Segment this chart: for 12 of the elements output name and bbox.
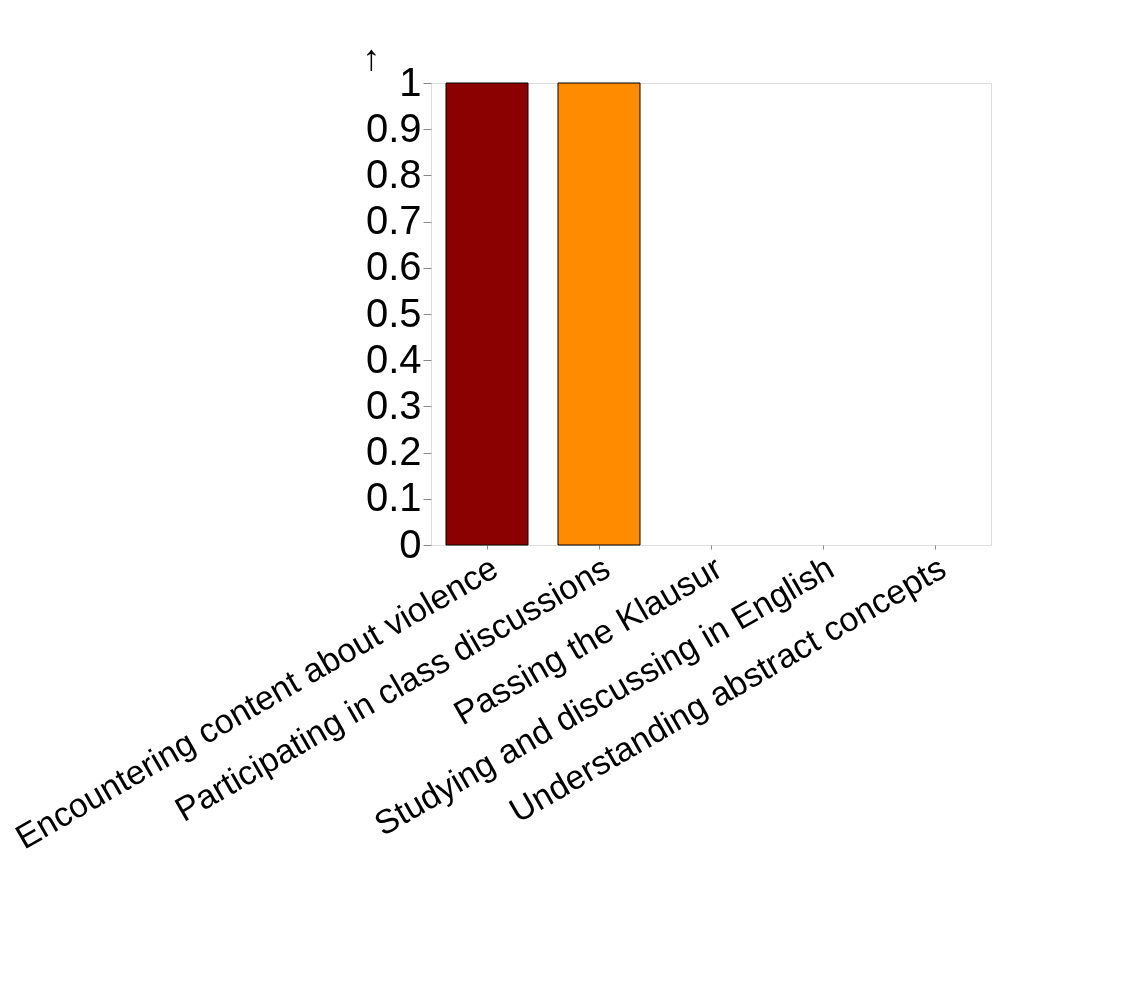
y-tick-label: 0.4 [365, 336, 422, 381]
y-tick-label: 0.1 [365, 475, 422, 520]
y-tick-label: 0.8 [365, 151, 422, 196]
y-tick-label: 1 [399, 59, 422, 104]
y-axis-title: ↑ [362, 36, 381, 78]
y-tick-label: 0.7 [365, 198, 422, 243]
y-tick-label: 0.9 [365, 105, 422, 150]
y-tick-label: 0 [399, 521, 422, 566]
y-tick-label: 0.5 [365, 290, 422, 335]
y-tick-label: 0.2 [365, 429, 422, 474]
y-tick-label: 0.6 [365, 244, 422, 289]
y-tick-label: 0.3 [365, 382, 422, 427]
